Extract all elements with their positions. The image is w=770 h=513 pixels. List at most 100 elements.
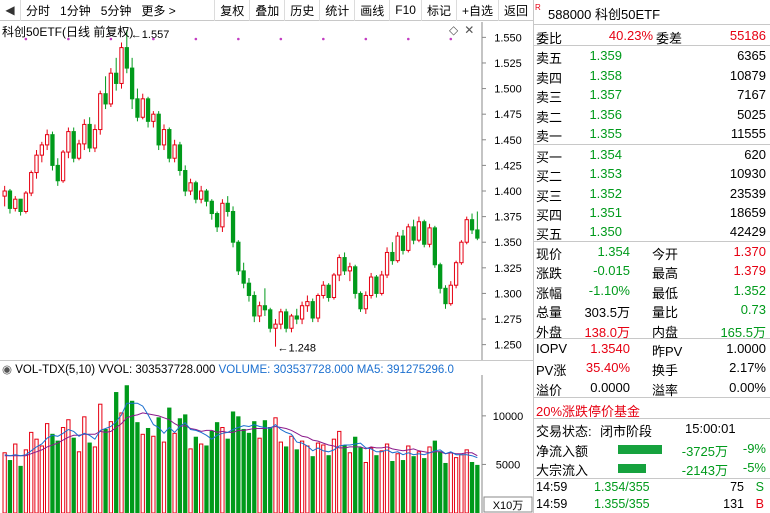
history-button[interactable]: 历史 [284, 0, 319, 21]
candle-body[interactable] [7, 190, 13, 209]
event-marker[interactable] [279, 37, 283, 41]
volume-bar[interactable] [230, 411, 236, 513]
volume-bar[interactable] [34, 438, 39, 513]
volume-bar[interactable] [60, 427, 66, 513]
volume-bar[interactable] [204, 445, 209, 513]
candle-body[interactable] [34, 154, 39, 174]
candle-body[interactable] [82, 123, 87, 145]
volume-bar[interactable] [427, 446, 432, 513]
candle-body[interactable] [363, 294, 368, 310]
volume-chart[interactable]: 10000 5000 X10万 [0, 361, 533, 513]
volume-bar[interactable] [305, 445, 310, 513]
candle-body[interactable] [368, 276, 374, 296]
event-marker[interactable] [322, 37, 325, 41]
mark-button[interactable]: 标记 [420, 0, 456, 21]
adjust-button[interactable]: 复权 [214, 0, 249, 21]
candle-body[interactable] [66, 131, 71, 153]
volume-bar[interactable] [7, 460, 13, 513]
candle-body[interactable] [464, 219, 469, 243]
candle-body[interactable] [257, 305, 262, 317]
event-marker[interactable] [407, 37, 410, 41]
candle-body[interactable] [140, 98, 145, 118]
candle-body[interactable] [236, 241, 241, 272]
volume-bar[interactable] [23, 449, 29, 513]
bid-level-row[interactable]: 买五 1.350 42429 [534, 222, 770, 242]
ask-level-row[interactable]: 卖五 1.359 6365 [534, 46, 770, 66]
candle-body[interactable] [177, 144, 183, 172]
add-watchlist-button[interactable]: +自选 [455, 0, 498, 21]
volume-bar[interactable] [167, 407, 172, 513]
volume-bar[interactable] [390, 461, 395, 513]
volume-bar[interactable] [358, 447, 363, 513]
volume-bar[interactable] [379, 450, 384, 513]
volume-bar[interactable] [13, 443, 18, 513]
candle-body[interactable] [273, 323, 278, 329]
bid-level-row[interactable]: 买四 1.351 18659 [534, 203, 770, 223]
volume-bar[interactable] [252, 421, 257, 513]
volume-bar[interactable] [66, 419, 71, 513]
volume-bar[interactable] [448, 452, 453, 513]
candle-body[interactable] [299, 305, 305, 320]
volume-bar[interactable] [188, 448, 193, 513]
volume-bar[interactable] [140, 433, 145, 513]
candle-body[interactable] [39, 144, 44, 156]
tab-intraday[interactable]: 分时 [20, 0, 55, 21]
ask-level-row[interactable]: 卖二 1.356 5025 [534, 105, 770, 125]
candle-body[interactable] [193, 182, 199, 200]
candle-body[interactable] [453, 262, 459, 286]
back-arrow-icon[interactable]: ◀ [5, 3, 15, 17]
candle-body[interactable] [92, 129, 98, 149]
volume-bar[interactable] [422, 458, 427, 513]
candle-body[interactable] [145, 98, 151, 122]
volume-bar[interactable] [395, 453, 400, 513]
volume-bar[interactable] [273, 417, 278, 513]
candle-body[interactable] [87, 123, 92, 149]
volume-bar[interactable] [315, 442, 321, 513]
volume-bar[interactable] [331, 438, 337, 513]
volume-bar[interactable] [44, 423, 50, 513]
volume-bar[interactable] [438, 451, 443, 513]
volume-bar[interactable] [87, 442, 92, 513]
candle-body[interactable] [374, 276, 379, 294]
candle-body[interactable] [358, 292, 363, 310]
ask-level-row[interactable]: 卖三 1.357 7167 [534, 85, 770, 105]
return-button[interactable]: 返回 [497, 0, 533, 21]
candle-body[interactable] [315, 294, 321, 319]
volume-bar[interactable] [92, 446, 98, 513]
volume-bar[interactable] [241, 428, 246, 513]
candle-body[interactable] [188, 182, 193, 192]
volume-bar[interactable] [2, 452, 7, 513]
candle-body[interactable] [60, 151, 66, 182]
event-marker[interactable] [67, 37, 70, 41]
candle-body[interactable] [204, 190, 209, 202]
volume-bar[interactable] [294, 449, 299, 513]
volume-bar[interactable] [103, 428, 108, 513]
tick-row[interactable]: 14:59 1.354/355 75 S [534, 480, 770, 496]
volume-bar[interactable] [459, 454, 464, 513]
volume-bar[interactable] [337, 430, 342, 513]
volume-bar[interactable] [363, 461, 368, 513]
volume-bar[interactable] [135, 422, 140, 513]
candle-body[interactable] [294, 315, 299, 320]
volume-bar[interactable] [326, 455, 331, 513]
candle-body[interactable] [55, 164, 60, 182]
candle-body[interactable] [400, 235, 406, 251]
candle-body[interactable] [220, 202, 225, 228]
candle-body[interactable] [305, 301, 310, 307]
candle-body[interactable] [384, 251, 390, 276]
candle-body[interactable] [214, 213, 220, 228]
tab-1min[interactable]: 1分钟 [60, 3, 91, 18]
draw-line-button[interactable]: 画线 [354, 0, 389, 21]
candle-body[interactable] [23, 192, 29, 212]
volume-bar[interactable] [145, 427, 151, 513]
volume-bar[interactable] [39, 445, 44, 513]
volume-bar[interactable] [353, 436, 358, 513]
volume-bar[interactable] [220, 427, 225, 513]
bid-level-row[interactable]: 买一 1.354 620 [534, 145, 770, 165]
candle-body[interactable] [172, 144, 177, 159]
candle-body[interactable] [347, 266, 353, 272]
candle-body[interactable] [283, 311, 289, 329]
volume-bar[interactable] [193, 436, 199, 513]
volume-bar[interactable] [29, 431, 34, 513]
candle-body[interactable] [443, 287, 448, 305]
